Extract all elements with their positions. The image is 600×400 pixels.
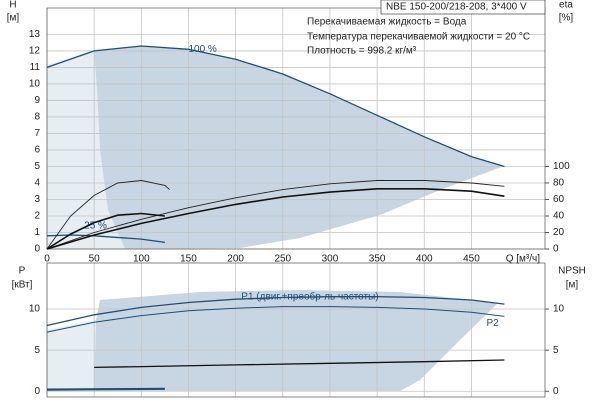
y-axis-label: H <box>9 0 16 11</box>
series-line <box>46 387 165 391</box>
y2-tick-label: 0 <box>553 386 559 397</box>
y-tick-label: 5 <box>34 161 40 172</box>
y-axis-label: P <box>19 266 26 277</box>
y-tick-label: 0 <box>34 244 40 255</box>
y-tick-label: 1 <box>34 227 40 238</box>
series-label: P1 (двиг.+преобр-ль частоты) <box>241 290 378 302</box>
plot-frame <box>46 7 546 250</box>
y2-axis-label: eta <box>559 0 573 11</box>
y-tick-label: 2 <box>34 211 40 222</box>
x-tick-label: 450 <box>463 254 480 265</box>
x-tick-label: 300 <box>322 254 339 265</box>
x-tick-label: 50 <box>89 254 101 265</box>
title-box <box>380 0 546 15</box>
x-tick-label: 0 <box>44 254 50 265</box>
series-label: 100 % <box>188 44 216 55</box>
y2-tick-label: 40 <box>553 211 565 222</box>
y-tick-label: 4 <box>34 178 40 189</box>
series-label: 25 % <box>84 220 107 231</box>
series-line <box>46 45 505 168</box>
y2-axis-label: NPSH <box>558 266 586 277</box>
y2-tick-label: 0 <box>553 244 559 255</box>
series-line <box>46 212 165 250</box>
y2-axis-label: [м] <box>566 280 579 291</box>
series-line <box>46 296 505 327</box>
y-tick-label: 8 <box>34 112 40 123</box>
y2-axis-label: [%] <box>559 13 574 24</box>
y2-tick-label: 80 <box>553 178 565 189</box>
series-line <box>46 180 170 250</box>
x-tick-label: 200 <box>227 254 244 265</box>
series-line <box>46 180 505 250</box>
x-tick-label: 350 <box>369 254 386 265</box>
x-axis-label: Q [м³/ч] <box>506 254 541 265</box>
annotation: Плотность = 998.2 кг/м³ <box>307 46 417 57</box>
series-line <box>46 306 505 333</box>
y-tick-label: 12 <box>29 46 41 57</box>
y-axis-label: [м] <box>7 13 20 24</box>
y-axis-label: [кВт] <box>12 280 33 291</box>
x-tick-label: 100 <box>133 254 150 265</box>
annotation: Перекачиваемая жидкость = Вода <box>307 17 467 28</box>
y-tick-label: 0 <box>34 386 40 397</box>
x-tick-label: 150 <box>180 254 197 265</box>
plot-frame <box>46 262 546 398</box>
y2-tick-label: 60 <box>553 194 565 205</box>
plot-layer: 0 50 100 150 200 250 300 350 400 4500123456789101… <box>29 7 570 398</box>
series-line <box>94 359 505 369</box>
x-tick-label: 250 <box>274 254 291 265</box>
y-tick-label: 9 <box>34 95 40 106</box>
y-tick-label: 6 <box>34 145 40 156</box>
series-label: P2 <box>486 318 499 329</box>
y-tick-label: 3 <box>34 194 40 205</box>
y-tick-label: 11 <box>30 62 41 73</box>
y-tick-label: 10 <box>29 79 41 90</box>
chart-title: NBE 150-200/218-208, 3*400 V <box>386 2 527 13</box>
annotation: Температура перекачиваемой жидкости = 20… <box>307 32 530 43</box>
region-light <box>47 320 96 391</box>
series-line <box>46 188 505 250</box>
y2-tick-label: 5 <box>553 345 559 356</box>
y2-tick-label: 10 <box>553 304 565 315</box>
y-tick-label: 5 <box>34 345 40 356</box>
y-tick-label: 13 <box>29 29 41 40</box>
y-tick-label: 7 <box>34 128 40 139</box>
y2-tick-label: 20 <box>553 227 565 238</box>
region <box>94 46 504 249</box>
y-tick-label: 10 <box>29 304 41 315</box>
y2-tick-label: 100 <box>553 161 570 172</box>
x-tick-label: 400 <box>416 254 433 265</box>
region <box>94 290 498 391</box>
